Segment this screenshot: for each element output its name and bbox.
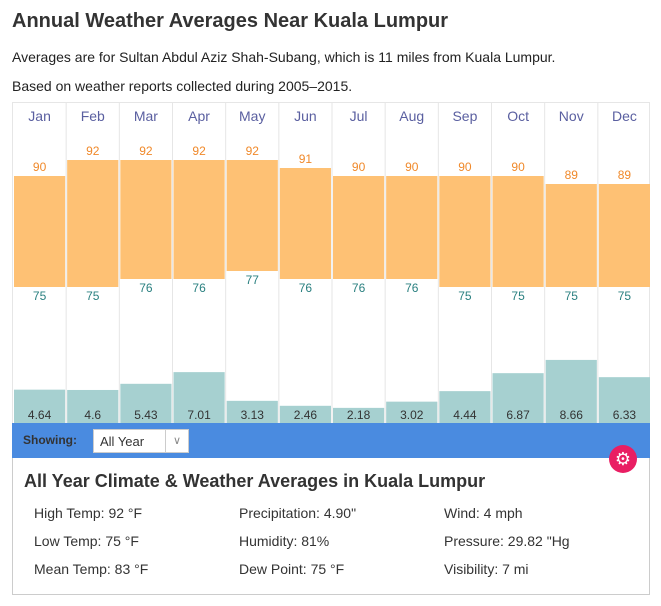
precip-bar — [386, 401, 438, 424]
low-temp-label: 75 — [618, 289, 632, 303]
high-temp-label: 90 — [33, 160, 47, 174]
precip-bar — [598, 377, 650, 424]
precip-label: 3.13 — [241, 408, 265, 422]
monthly-chart: Jan 90 75 4.64 Feb 92 75 4.6 Mar 92 76 5.43 Apr 92 76 7… — [12, 102, 650, 424]
gear-icon[interactable]: ⚙ — [609, 445, 637, 473]
precip-bar — [14, 389, 66, 424]
low-temp-label: 76 — [299, 281, 313, 295]
precip-bar — [120, 383, 172, 424]
stat-item: Precipitation: 4.90" — [239, 505, 357, 521]
month-label: Sep — [452, 108, 477, 124]
month-label: Dec — [612, 108, 637, 124]
high-temp-label: 91 — [299, 152, 313, 166]
month-label: Nov — [559, 108, 584, 124]
precip-label: 2.46 — [294, 408, 318, 422]
precip-label: 7.01 — [187, 408, 211, 422]
low-temp-label: 77 — [246, 273, 260, 287]
month-label: Aug — [399, 108, 424, 124]
temp-range-bar — [492, 176, 544, 287]
low-temp-label: 75 — [565, 289, 579, 303]
precip-bar — [226, 400, 278, 424]
low-temp-label: 76 — [352, 281, 366, 295]
low-temp-label: 75 — [33, 289, 47, 303]
temp-range-bar — [598, 184, 650, 287]
temp-range-bar — [386, 176, 438, 279]
temp-range-bar — [14, 176, 66, 287]
precip-label: 6.87 — [506, 408, 530, 422]
low-temp-label: 75 — [86, 289, 100, 303]
temp-range-bar — [545, 184, 597, 287]
summary-title: All Year Climate & Weather Averages in K… — [24, 471, 486, 491]
precip-bar — [173, 372, 225, 424]
month-label: Feb — [81, 108, 105, 124]
high-temp-label: 92 — [246, 144, 260, 158]
month-label: Jun — [294, 108, 317, 124]
precip-bar — [333, 407, 385, 424]
high-temp-label: 92 — [139, 144, 153, 158]
month-label: Jul — [350, 108, 368, 124]
temp-range-bar — [120, 160, 172, 279]
stat-item: Mean Temp: 83 °F — [34, 561, 149, 577]
temp-range-bar — [226, 160, 278, 271]
high-temp-label: 90 — [405, 160, 419, 174]
precip-label: 4.44 — [453, 408, 477, 422]
stat-item: Humidity: 81% — [239, 533, 330, 549]
stat-item: Pressure: 29.82 "Hg — [444, 533, 570, 549]
period-note: Based on weather reports collected durin… — [12, 78, 353, 94]
precip-label: 5.43 — [134, 408, 158, 422]
period-select-value: All Year — [100, 434, 145, 449]
high-temp-label: 89 — [565, 168, 579, 182]
precip-label: 4.6 — [84, 408, 101, 422]
chart-svg: Jan 90 75 4.64 Feb 92 75 4.6 Mar 92 76 5.43 Apr 92 76 7… — [14, 103, 650, 424]
temp-range-bar — [279, 168, 331, 279]
low-temp-label: 76 — [405, 281, 419, 295]
high-temp-label: 90 — [352, 160, 366, 174]
stat-item: High Temp: 92 °F — [34, 505, 143, 521]
precip-label: 8.66 — [560, 408, 584, 422]
month-label: May — [239, 108, 265, 124]
precip-label: 3.02 — [400, 408, 424, 422]
month-label: Mar — [134, 108, 158, 124]
high-temp-label: 92 — [86, 144, 100, 158]
precip-label: 2.18 — [347, 408, 371, 422]
precip-bar — [545, 359, 597, 424]
month-label: Jan — [28, 108, 51, 124]
high-temp-label: 89 — [618, 168, 632, 182]
low-temp-label: 76 — [192, 281, 206, 295]
high-temp-label: 90 — [511, 160, 525, 174]
period-select[interactable]: All Year ∨ — [93, 429, 189, 453]
precip-bar — [492, 373, 544, 424]
temp-range-bar — [173, 160, 225, 279]
temp-range-bar — [333, 176, 385, 279]
high-temp-label: 92 — [192, 144, 206, 158]
showing-bar: Showing: All Year ∨ — [12, 423, 650, 458]
month-label: Oct — [507, 108, 529, 124]
chevron-down-icon: ∨ — [165, 430, 188, 452]
showing-label: Showing: — [23, 433, 77, 447]
low-temp-label: 75 — [458, 289, 472, 303]
stat-item: Low Temp: 75 °F — [34, 533, 139, 549]
precip-label: 6.33 — [613, 408, 637, 422]
precip-bar — [279, 405, 331, 424]
month-label: Apr — [188, 108, 210, 124]
precip-bar — [67, 389, 119, 424]
page-title: Annual Weather Averages Near Kuala Lumpu… — [12, 10, 449, 32]
stat-item: Wind: 4 mph — [444, 505, 523, 521]
climate-summary: All Year Climate & Weather Averages in K… — [12, 458, 650, 595]
low-temp-label: 75 — [511, 289, 525, 303]
station-note: Averages are for Sultan Abdul Aziz Shah-… — [12, 49, 556, 65]
high-temp-label: 90 — [458, 160, 472, 174]
precip-label: 4.64 — [28, 408, 52, 422]
low-temp-label: 76 — [139, 281, 153, 295]
temp-range-bar — [67, 160, 119, 287]
stat-item: Dew Point: 75 °F — [239, 561, 345, 577]
temp-range-bar — [439, 176, 491, 287]
precip-bar — [439, 391, 491, 424]
stat-item: Visibility: 7 mi — [444, 561, 529, 577]
